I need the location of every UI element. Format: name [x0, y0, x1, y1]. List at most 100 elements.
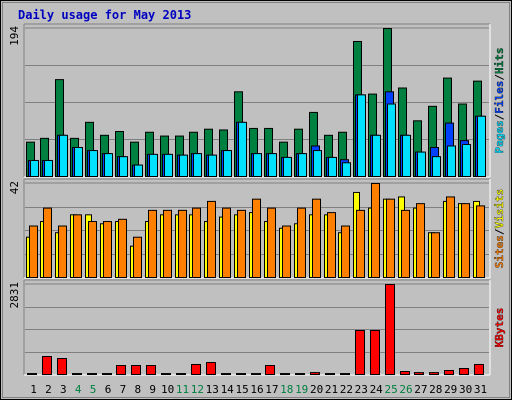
bar	[236, 373, 246, 375]
bar	[357, 94, 366, 177]
bar	[386, 198, 395, 279]
bar	[280, 373, 290, 375]
bar	[416, 203, 425, 278]
x-tick-label: 26	[399, 383, 412, 396]
bar	[462, 143, 471, 177]
x-tick-label: 19	[295, 383, 308, 396]
bar	[163, 209, 172, 279]
x-tick-label: 16	[250, 383, 263, 396]
bar	[192, 207, 201, 278]
bar	[89, 150, 98, 178]
x-tick-label: 23	[355, 383, 368, 396]
legend: KBytes	[493, 308, 506, 348]
bar	[59, 134, 68, 177]
x-tick-label: 31	[474, 383, 487, 396]
bar	[417, 151, 426, 178]
legend-entry: Files	[493, 81, 506, 114]
bar	[267, 207, 276, 278]
bar	[414, 372, 424, 376]
bar	[119, 156, 128, 177]
bar	[208, 154, 217, 177]
legend-separator: /	[493, 228, 506, 235]
bar	[385, 284, 395, 375]
x-tick-label: 15	[235, 383, 248, 396]
bar	[387, 103, 396, 177]
bar	[238, 121, 247, 177]
x-tick-label: 8	[134, 383, 141, 396]
bar	[131, 365, 141, 375]
x-tick-label: 25	[384, 383, 397, 396]
bar	[446, 196, 455, 278]
bar	[253, 153, 262, 178]
bar	[30, 159, 39, 178]
bar	[178, 209, 187, 279]
legend-entry: Sites	[493, 235, 506, 268]
bar	[88, 221, 97, 279]
bar	[43, 207, 52, 278]
x-tick-label: 4	[75, 383, 82, 396]
legend: Pages/Files/Hits	[493, 48, 506, 154]
x-tick-label: 2	[45, 383, 52, 396]
x-tick-label: 27	[414, 383, 427, 396]
bar	[372, 134, 381, 177]
bar	[133, 236, 142, 278]
bar	[282, 225, 291, 278]
bar	[341, 225, 350, 278]
bar	[179, 154, 188, 177]
y-tick-label: 2831	[8, 282, 21, 309]
x-tick-label: 17	[265, 383, 278, 396]
bar	[371, 183, 380, 278]
chart-title: Daily usage for May 2013	[18, 8, 191, 22]
bar	[401, 209, 410, 279]
bar	[27, 373, 37, 375]
bar	[356, 209, 365, 279]
bar	[58, 225, 67, 278]
bar	[283, 156, 292, 178]
bar	[164, 153, 173, 177]
bar	[461, 203, 470, 278]
x-tick-label: 28	[429, 383, 442, 396]
bar	[221, 373, 231, 375]
bar	[432, 156, 441, 177]
bar	[72, 373, 82, 375]
bar	[310, 372, 320, 376]
bar	[237, 209, 246, 279]
bar	[328, 156, 337, 178]
x-tick-label: 24	[370, 383, 384, 396]
bar	[298, 153, 307, 178]
bar	[402, 134, 411, 177]
bar	[42, 356, 52, 375]
bar	[340, 373, 350, 375]
bar	[477, 115, 486, 177]
bar	[342, 162, 351, 177]
bar	[312, 198, 321, 279]
bar	[268, 153, 277, 178]
legend-separator: /	[493, 74, 506, 81]
x-tick-label: 7	[120, 383, 127, 396]
legend-entry: Hits	[493, 48, 506, 75]
y-tick-label: 42	[8, 181, 21, 194]
x-tick-label: 21	[325, 383, 338, 396]
bar	[102, 373, 112, 375]
bar	[74, 147, 83, 178]
bar	[297, 207, 306, 278]
x-tick-label: 14	[221, 383, 235, 396]
bar	[459, 367, 469, 375]
x-tick-label: 6	[105, 383, 112, 396]
x-tick-label: 5	[90, 383, 97, 396]
x-tick-label: 11	[176, 383, 189, 396]
bar	[429, 372, 439, 376]
bar	[251, 373, 261, 375]
bar	[29, 225, 38, 278]
bar	[222, 207, 231, 278]
x-tick-label: 9	[149, 383, 156, 396]
bar	[57, 358, 67, 376]
bar	[118, 218, 127, 278]
legend: Sites/Visits	[493, 189, 506, 269]
bar	[265, 365, 275, 375]
bar	[355, 330, 365, 375]
x-tick-label: 1	[30, 383, 37, 396]
bar	[223, 150, 232, 178]
